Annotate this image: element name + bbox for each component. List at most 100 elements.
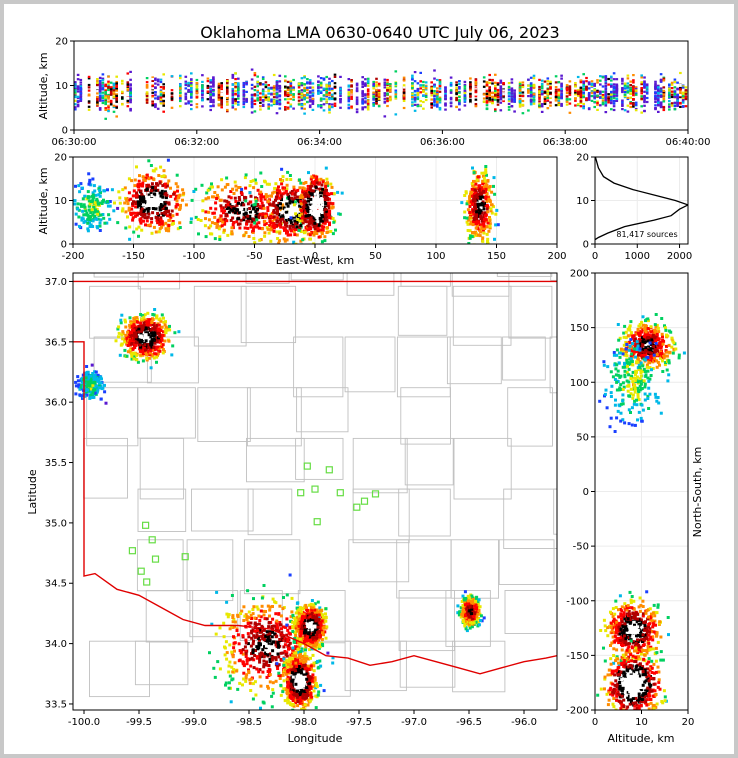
- source-cell: [546, 82, 550, 86]
- source-cell: [270, 104, 273, 107]
- source-cell: [486, 237, 490, 241]
- source-cell: [209, 100, 212, 103]
- source-cell: [190, 90, 193, 93]
- source-cell: [366, 99, 370, 102]
- source-cell: [226, 103, 229, 106]
- source-cell: [156, 78, 160, 81]
- source-cell: [433, 95, 436, 98]
- source-cell: [112, 110, 116, 113]
- source-cell: [212, 80, 215, 84]
- source-cell: [110, 188, 114, 192]
- source-cell: [483, 227, 487, 230]
- source-cell: [284, 94, 287, 97]
- source-cell: [299, 225, 303, 229]
- source-cell: [372, 91, 375, 94]
- source-cell: [279, 178, 282, 181]
- source-cell: [449, 102, 453, 105]
- source-cell: [480, 191, 484, 195]
- source-cell: [668, 84, 671, 87]
- source-cell: [416, 96, 420, 99]
- source-cell: [319, 177, 323, 181]
- source-cell: [411, 101, 414, 104]
- source-cell: [438, 100, 442, 103]
- source-cell: [292, 93, 295, 97]
- source-cell: [612, 95, 616, 98]
- source-cell: [171, 220, 175, 223]
- source-cell: [285, 238, 289, 242]
- county-boundary: [348, 539, 410, 583]
- source-cell: [479, 197, 483, 201]
- source-cell: [275, 87, 279, 91]
- source-cell: [278, 107, 282, 110]
- source-cell: [474, 88, 478, 91]
- source-cell: [256, 75, 259, 78]
- source-cell: [171, 214, 175, 218]
- source-cell: [485, 101, 489, 104]
- source-cell: [99, 213, 103, 217]
- source-cell: [494, 98, 497, 101]
- source-cell: [97, 187, 101, 191]
- source-cell: [557, 99, 561, 102]
- source-cell: [659, 90, 663, 93]
- source-cell: [82, 204, 86, 208]
- source-cell: [615, 94, 619, 97]
- source-cell: [284, 85, 287, 88]
- source-cell: [449, 81, 453, 85]
- source-cell: [463, 210, 467, 214]
- source-cell: [383, 101, 387, 104]
- source-cell: [482, 190, 486, 193]
- source-cell: [255, 218, 259, 222]
- source-cell: [654, 87, 657, 90]
- source-cell: [266, 209, 270, 212]
- source-cell: [284, 217, 288, 221]
- x-tick-label: 1000: [625, 251, 650, 262]
- county-boundary: [398, 488, 451, 537]
- source-cell: [220, 90, 223, 93]
- source-cell: [496, 83, 500, 86]
- source-cell: [474, 78, 478, 81]
- county-boundary: [445, 590, 491, 647]
- source-cell: [309, 218, 313, 222]
- source-cell: [623, 109, 627, 112]
- source-cell: [267, 88, 270, 91]
- source-cell: [601, 99, 605, 102]
- source-cell: [496, 223, 500, 227]
- source-cell: [615, 86, 619, 89]
- source-cell: [473, 199, 477, 203]
- x-tick-label: 06:40:00: [666, 137, 711, 148]
- source-cell: [309, 203, 313, 207]
- source-cell: [143, 192, 147, 195]
- source-cell: [499, 90, 503, 93]
- source-cell: [299, 199, 303, 203]
- source-cell: [253, 74, 257, 77]
- source-cell: [231, 99, 235, 103]
- source-cell: [307, 206, 311, 210]
- source-cell: [643, 99, 646, 102]
- source-cell: [662, 100, 666, 103]
- source-cell: [463, 89, 467, 92]
- source-cell: [469, 234, 473, 238]
- source-cell: [121, 90, 124, 93]
- source-cell: [413, 96, 417, 99]
- source-cell: [268, 224, 272, 228]
- source-cell: [96, 97, 99, 101]
- source-cell: [473, 192, 477, 196]
- source-cell: [190, 92, 193, 95]
- source-cell: [233, 180, 237, 184]
- source-cell: [328, 209, 332, 213]
- source-cell: [482, 171, 486, 175]
- source-cell: [585, 76, 588, 80]
- source-cell: [126, 105, 130, 108]
- source-cell: [323, 189, 327, 193]
- source-cell: [330, 185, 334, 189]
- source-cell: [361, 76, 364, 79]
- source-cell: [438, 82, 442, 85]
- source-cell: [286, 88, 290, 92]
- source-cell: [130, 207, 134, 211]
- source-cell: [473, 188, 477, 192]
- source-cell: [94, 193, 98, 197]
- source-cell: [560, 92, 563, 95]
- source-cell: [585, 110, 588, 113]
- source-cell: [491, 92, 494, 95]
